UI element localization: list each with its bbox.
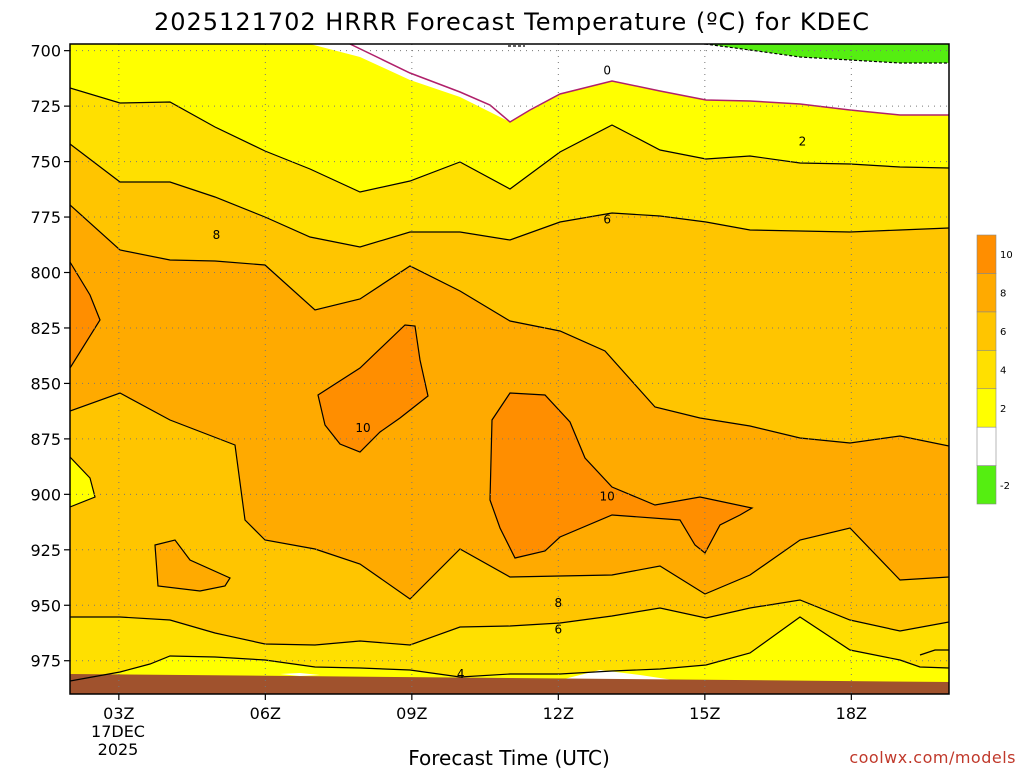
y-tick-label: 975 bbox=[30, 652, 61, 671]
x-date-label-day: 17DEC bbox=[91, 722, 145, 741]
contour-line bbox=[70, 392, 949, 600]
colorbar-swatch bbox=[976, 311, 997, 351]
plot-frame bbox=[69, 43, 950, 695]
y-axis: 700 725 750 775 800 825 850 875 900 925 950 975 bbox=[30, 42, 70, 671]
contour-line-minus bbox=[704, 44, 949, 64]
x-tick-label: 12Z bbox=[543, 704, 574, 723]
y-tick-label: 900 bbox=[30, 485, 61, 504]
x-axis-label: Forecast Time (UTC) bbox=[408, 746, 610, 768]
x-date-label-year: 2025 bbox=[98, 740, 139, 759]
region-10-12-east bbox=[490, 393, 752, 558]
contour-line bbox=[70, 143, 949, 248]
colorbar-tick-label: 6 bbox=[1000, 327, 1006, 338]
terrain-ground bbox=[70, 674, 949, 694]
y-tick-label: 725 bbox=[30, 97, 61, 116]
y-tick-label: 950 bbox=[30, 596, 61, 615]
region-0-2 bbox=[240, 44, 949, 122]
contour-label: 8 bbox=[213, 228, 221, 242]
contour-line bbox=[489, 392, 754, 559]
colorbar-tick-label: 2 bbox=[1000, 404, 1006, 415]
contour-line bbox=[154, 539, 231, 592]
contour-label: 6 bbox=[555, 623, 563, 637]
x-tick-label: 09Z bbox=[396, 704, 427, 723]
contour-line bbox=[70, 87, 949, 193]
y-tick-label: 825 bbox=[30, 319, 61, 338]
y-tick-label: 750 bbox=[30, 153, 61, 172]
contour-label: 8 bbox=[555, 596, 563, 610]
colorbar-swatch bbox=[976, 388, 997, 428]
contour-line bbox=[70, 456, 96, 508]
region-below-0 bbox=[705, 44, 949, 63]
contour-label: 6 bbox=[603, 212, 611, 226]
contour-line-zero bbox=[349, 44, 949, 123]
y-tick-label: 875 bbox=[30, 430, 61, 449]
credit-text: coolwx.com/models bbox=[849, 748, 1016, 767]
contour-line bbox=[70, 261, 101, 369]
plot-area: 0 2 6 8 10 10 8 6 4 bbox=[70, 44, 949, 694]
colorbar-swatch bbox=[976, 234, 997, 274]
colorbar-swatch bbox=[976, 273, 997, 313]
colorbar-swatch bbox=[976, 465, 997, 505]
region-10-12-west bbox=[70, 262, 100, 368]
contour-label: 10 bbox=[600, 490, 615, 504]
contour-line bbox=[317, 324, 429, 453]
colorbar-tick-label: -2 bbox=[1000, 481, 1010, 492]
chart-title: 2025121702 HRRR Forecast Temperature (ºC… bbox=[154, 8, 870, 36]
colorbar-swatch bbox=[976, 426, 997, 466]
x-axis: 03Z 06Z 09Z 12Z 15Z 18Z bbox=[103, 694, 867, 723]
x-tick-label: 03Z bbox=[103, 704, 134, 723]
contour-label: 10 bbox=[355, 421, 370, 435]
y-tick-label: 800 bbox=[30, 263, 61, 282]
y-tick-label: 850 bbox=[30, 374, 61, 393]
colorbar-tick-label: 10 bbox=[1000, 250, 1013, 261]
contour-line bbox=[70, 599, 949, 646]
colorbar-swatch bbox=[976, 349, 997, 390]
contour-label: 0 bbox=[603, 64, 611, 78]
x-tick-label: 18Z bbox=[836, 704, 867, 723]
colorbar-tick-label: 8 bbox=[1000, 289, 1006, 300]
region-8-10-pocket bbox=[155, 540, 230, 591]
contour-line bbox=[70, 616, 949, 682]
terrain-ground-edge bbox=[280, 673, 320, 676]
x-tick-label: 15Z bbox=[689, 704, 720, 723]
contour-label: 2 bbox=[799, 135, 807, 149]
contour-line bbox=[919, 649, 949, 656]
contour-labels: 0 2 6 8 10 10 8 6 4 bbox=[213, 64, 807, 681]
contour-label: 4 bbox=[457, 667, 465, 681]
contour-lines bbox=[70, 87, 949, 682]
y-tick-label: 700 bbox=[30, 42, 61, 61]
y-tick-label: 775 bbox=[30, 208, 61, 227]
region-10-12-mid bbox=[318, 325, 428, 452]
colorbar-tick-label: 4 bbox=[1000, 366, 1006, 377]
grid bbox=[70, 44, 949, 694]
x-tick-label: 06Z bbox=[250, 704, 281, 723]
contour-line bbox=[70, 204, 949, 447]
colorbar: -2 2 4 6 8 10 bbox=[976, 234, 1013, 505]
y-tick-label: 925 bbox=[30, 541, 61, 560]
